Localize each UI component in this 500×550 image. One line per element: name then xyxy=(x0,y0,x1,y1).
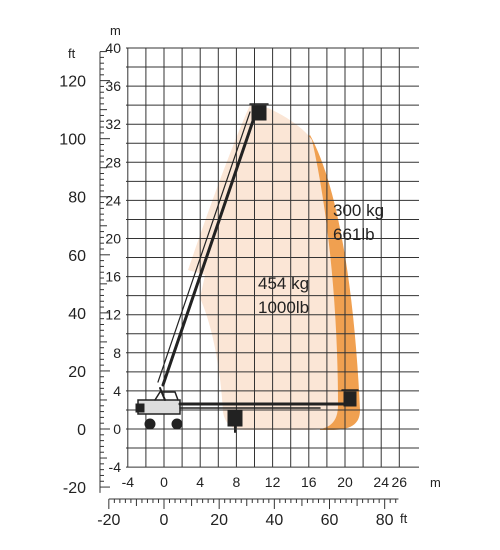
ft-scale-left xyxy=(99,51,110,493)
y-m-tick-label: 24 xyxy=(105,192,121,208)
y-unit-m: m xyxy=(110,23,121,38)
y-m-tick-label: 32 xyxy=(105,116,121,132)
x-ft-tick-label: 20 xyxy=(210,512,228,529)
x-ft-tick-label: 0 xyxy=(160,512,169,529)
y-m-tick-label: 4 xyxy=(113,383,121,399)
y-m-tick-label: 8 xyxy=(113,345,121,361)
y-ft-tick-label: 20 xyxy=(68,364,86,381)
capacity-zone-454kg xyxy=(188,105,338,430)
x-m-tick-label: 16 xyxy=(301,474,317,490)
zone-300-lb-label: 661lb xyxy=(333,225,375,244)
zone-454-lb-label: 1000lb xyxy=(258,298,309,317)
x-m-tick-label: -4 xyxy=(122,474,135,490)
y-unit-ft: ft xyxy=(68,46,76,61)
lower-basket xyxy=(343,391,357,407)
y-m-tick-label: 36 xyxy=(105,78,121,94)
x-ft-tick-label: 40 xyxy=(265,512,283,529)
y-axis-ft-labels: -20 0 20 40 60 80 100 120 xyxy=(59,74,86,497)
x-unit-m: m xyxy=(430,475,441,490)
x-unit-ft: ft xyxy=(400,511,408,526)
x-ft-tick-label: -20 xyxy=(97,512,120,529)
y-ft-tick-label: 80 xyxy=(68,190,86,207)
zone-300-kg-label: 300 kg xyxy=(333,201,384,220)
y-m-tick-label: 20 xyxy=(105,231,121,247)
x-m-tick-label: 26 xyxy=(392,474,408,490)
ft-scale-bottom xyxy=(108,498,399,509)
x-m-tick-label: 4 xyxy=(196,474,204,490)
x-axis-ft-labels: -20 0 20 40 60 80 xyxy=(97,512,393,529)
front-wheel xyxy=(144,418,156,430)
y-ft-tick-label: 60 xyxy=(68,248,86,265)
aerial-lift-machine xyxy=(135,103,359,433)
y-ft-tick-label: 0 xyxy=(77,422,86,439)
y-ft-tick-label: 100 xyxy=(59,132,86,149)
y-ft-tick-label: 40 xyxy=(68,306,86,323)
x-m-tick-label: 8 xyxy=(233,474,241,490)
y-m-tick-label: 16 xyxy=(105,269,121,285)
y-ft-tick-label: 120 xyxy=(59,74,86,91)
x-axis-m-labels: -4 0 4 8 12 16 20 24 26 xyxy=(122,474,408,490)
grid xyxy=(126,47,419,468)
vertical-boom xyxy=(161,113,257,387)
y-m-tick-label: 28 xyxy=(105,154,121,170)
y-m-tick-label: -4 xyxy=(109,459,122,475)
y-m-tick-label: 12 xyxy=(105,307,121,323)
x-m-tick-label: 24 xyxy=(373,474,389,490)
upper-basket xyxy=(251,105,267,121)
x-m-tick-label: 20 xyxy=(337,474,353,490)
y-m-tick-label: 40 xyxy=(105,40,121,56)
zone-454-kg-label: 454 kg xyxy=(258,274,309,293)
x-m-tick-label: 12 xyxy=(265,474,281,490)
x-ft-tick-label: 80 xyxy=(376,512,394,529)
rear-wheel xyxy=(171,418,183,430)
x-m-tick-label: 0 xyxy=(160,474,168,490)
y-ft-tick-label: -20 xyxy=(63,480,86,497)
y-axis-m-labels: -4 0 4 8 12 16 20 24 28 32 36 40 xyxy=(105,40,121,475)
y-m-tick-label: 0 xyxy=(113,421,121,437)
x-ft-tick-label: 60 xyxy=(321,512,339,529)
